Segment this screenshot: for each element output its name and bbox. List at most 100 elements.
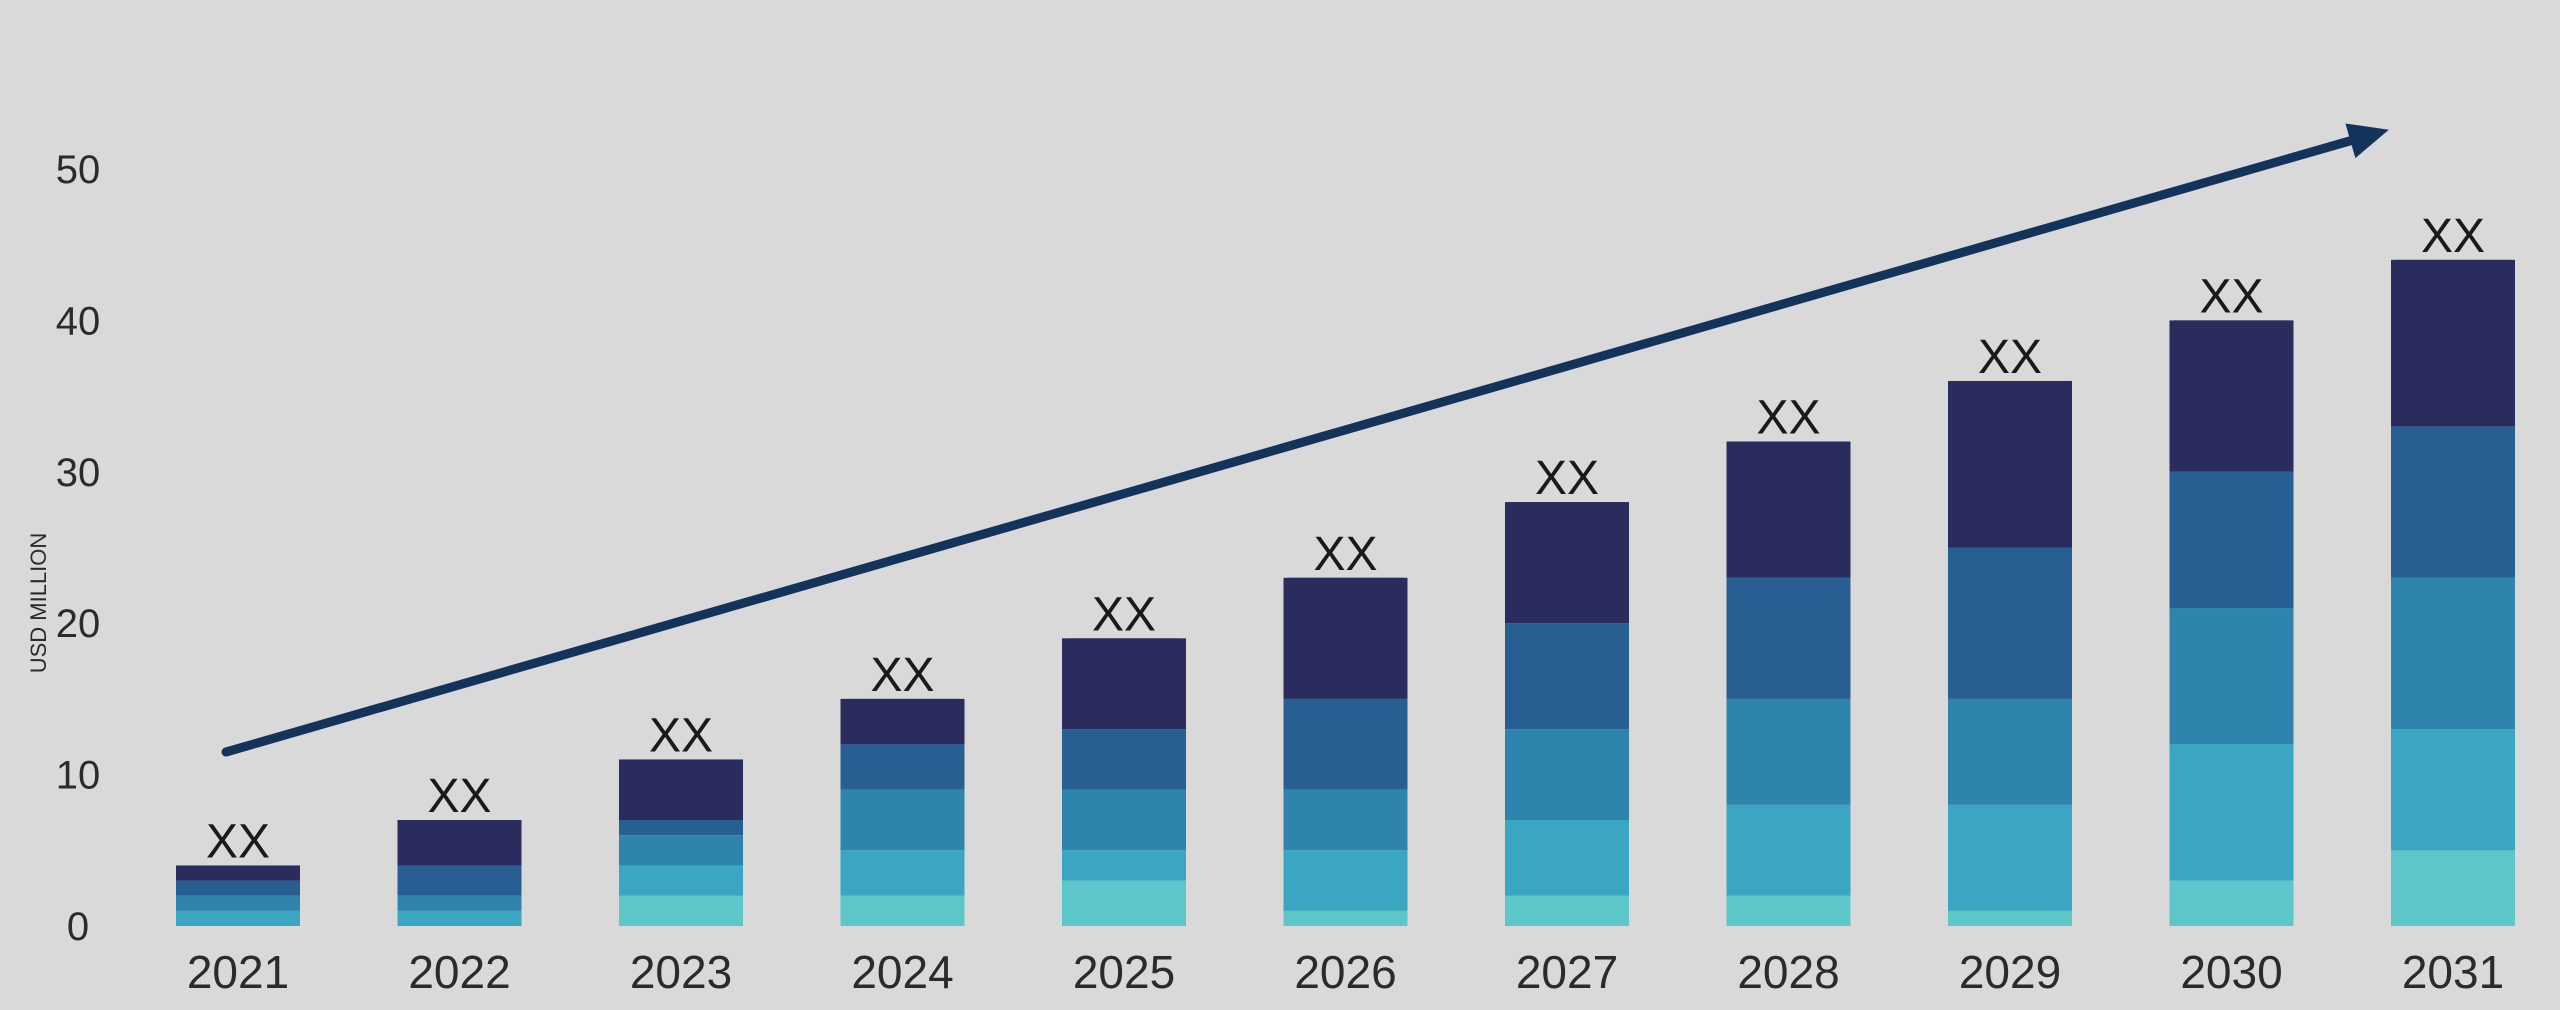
data-label: XX xyxy=(1756,392,1820,445)
bar-group-2031 xyxy=(2391,259,2515,926)
x-tick-label: 2028 xyxy=(1737,946,1839,998)
x-tick-label: 2030 xyxy=(2180,946,2282,998)
bar-segment xyxy=(1505,502,1629,624)
x-tick-label: 2023 xyxy=(630,946,732,998)
x-tick-label: 2024 xyxy=(851,946,953,998)
bar-segment xyxy=(2391,729,2515,851)
bar-segment xyxy=(176,880,300,896)
bar-top-cap xyxy=(2391,259,2515,272)
bar-segment xyxy=(1726,441,1851,578)
bar-segment xyxy=(2391,259,2515,427)
data-label: XX xyxy=(1313,528,1377,581)
x-axis-ticks: 2021 2022 2023 2024 2025 2026 2027 2028 2029 2030… xyxy=(187,946,2504,998)
bar-segment xyxy=(1283,850,1408,911)
bar-top-cap xyxy=(619,759,743,772)
y-tick-label: 50 xyxy=(56,148,101,192)
data-label: XX xyxy=(2421,210,2485,263)
bars xyxy=(176,259,2515,926)
data-label: XX xyxy=(870,649,934,702)
bar-segment xyxy=(2391,577,2515,730)
x-tick-label: 2029 xyxy=(1959,946,2061,998)
bar-segment xyxy=(1948,698,2072,805)
y-axis-title: USD MILLION xyxy=(26,533,51,674)
bar-group-2022 xyxy=(397,820,522,926)
y-tick-label: 30 xyxy=(56,451,101,495)
bar-segment xyxy=(1283,698,1408,790)
bar-segment xyxy=(1062,789,1186,851)
bar-segment xyxy=(1283,577,1408,699)
data-label: XX xyxy=(427,770,491,823)
bar-segment xyxy=(1948,910,2072,926)
bar-segment xyxy=(619,895,743,926)
bar-group-2028 xyxy=(1726,441,1851,926)
bar-group-2025 xyxy=(1062,638,1186,926)
bar-group-2027 xyxy=(1505,502,1629,926)
data-label: XX xyxy=(649,709,713,762)
bar-top-cap xyxy=(1505,502,1629,515)
bar-segment xyxy=(1505,623,1629,730)
bar-segment xyxy=(397,910,522,926)
bar-segment xyxy=(2169,471,2294,609)
data-label: XX xyxy=(206,815,270,868)
bar-segment xyxy=(1948,804,2072,911)
y-tick-label: 20 xyxy=(56,602,101,646)
bar-segment xyxy=(1062,638,1186,730)
bar-segment xyxy=(1283,789,1408,851)
bar-segment xyxy=(619,865,743,896)
bar-segment xyxy=(1062,729,1186,790)
bar-segment xyxy=(2169,744,2294,881)
data-label: XX xyxy=(1978,331,2042,384)
bar-segment xyxy=(840,895,965,926)
bar-top-cap xyxy=(1948,380,2072,393)
bar-segment xyxy=(1505,729,1629,821)
bar-top-cap xyxy=(397,820,522,833)
bar-segment xyxy=(2169,608,2294,745)
bar-top-cap xyxy=(840,698,965,711)
bar-segment xyxy=(176,910,300,926)
bar-top-cap xyxy=(1726,441,1851,454)
bar-segment xyxy=(1283,910,1408,926)
x-tick-label: 2027 xyxy=(1516,946,1618,998)
y-axis-ticks: 0 10 20 30 40 50 xyxy=(56,148,101,949)
bar-group-2023 xyxy=(619,759,743,926)
x-tick-label: 2026 xyxy=(1294,946,1396,998)
bar-segment xyxy=(1062,880,1186,926)
bar-top-cap xyxy=(176,865,300,878)
bar-segment xyxy=(840,850,965,896)
bar-segment xyxy=(1062,850,1186,881)
y-tick-label: 10 xyxy=(56,754,101,798)
bar-group-2029 xyxy=(1948,380,2072,926)
data-label: XX xyxy=(1092,588,1156,641)
bar-segment xyxy=(2391,850,2515,926)
y-tick-label: 40 xyxy=(56,299,101,343)
bar-segment xyxy=(1948,380,2072,548)
bar-segment xyxy=(1505,820,1629,896)
bar-group-2026 xyxy=(1283,577,1408,926)
bar-segment xyxy=(840,789,965,851)
trend-arrow-line xyxy=(221,133,2365,757)
trend-arrow xyxy=(221,123,2389,757)
x-tick-label: 2031 xyxy=(2402,946,2504,998)
bar-segment xyxy=(2169,320,2294,472)
bar-segment xyxy=(840,744,965,790)
bar-segment xyxy=(1726,698,1851,805)
data-label: XX xyxy=(2199,270,2263,323)
bar-top-cap xyxy=(1283,577,1408,590)
trend-arrow-head xyxy=(2345,123,2389,159)
bar-segment xyxy=(1505,895,1629,926)
bar-top-cap xyxy=(2169,320,2294,333)
bar-segment xyxy=(2391,426,2515,578)
x-tick-label: 2022 xyxy=(408,946,510,998)
bar-group-2021 xyxy=(176,865,300,926)
bar-segment xyxy=(1948,547,2072,699)
bar-segment xyxy=(1726,577,1851,699)
bar-segment xyxy=(397,895,522,911)
bar-segment xyxy=(397,865,522,896)
bar-segment xyxy=(619,820,743,836)
bar-group-2024 xyxy=(840,698,965,926)
y-tick-label: 0 xyxy=(67,905,89,949)
data-labels: XX XX XX XX XX XX XX XX XX XX XX xyxy=(206,210,2485,869)
x-tick-label: 2025 xyxy=(1073,946,1175,998)
